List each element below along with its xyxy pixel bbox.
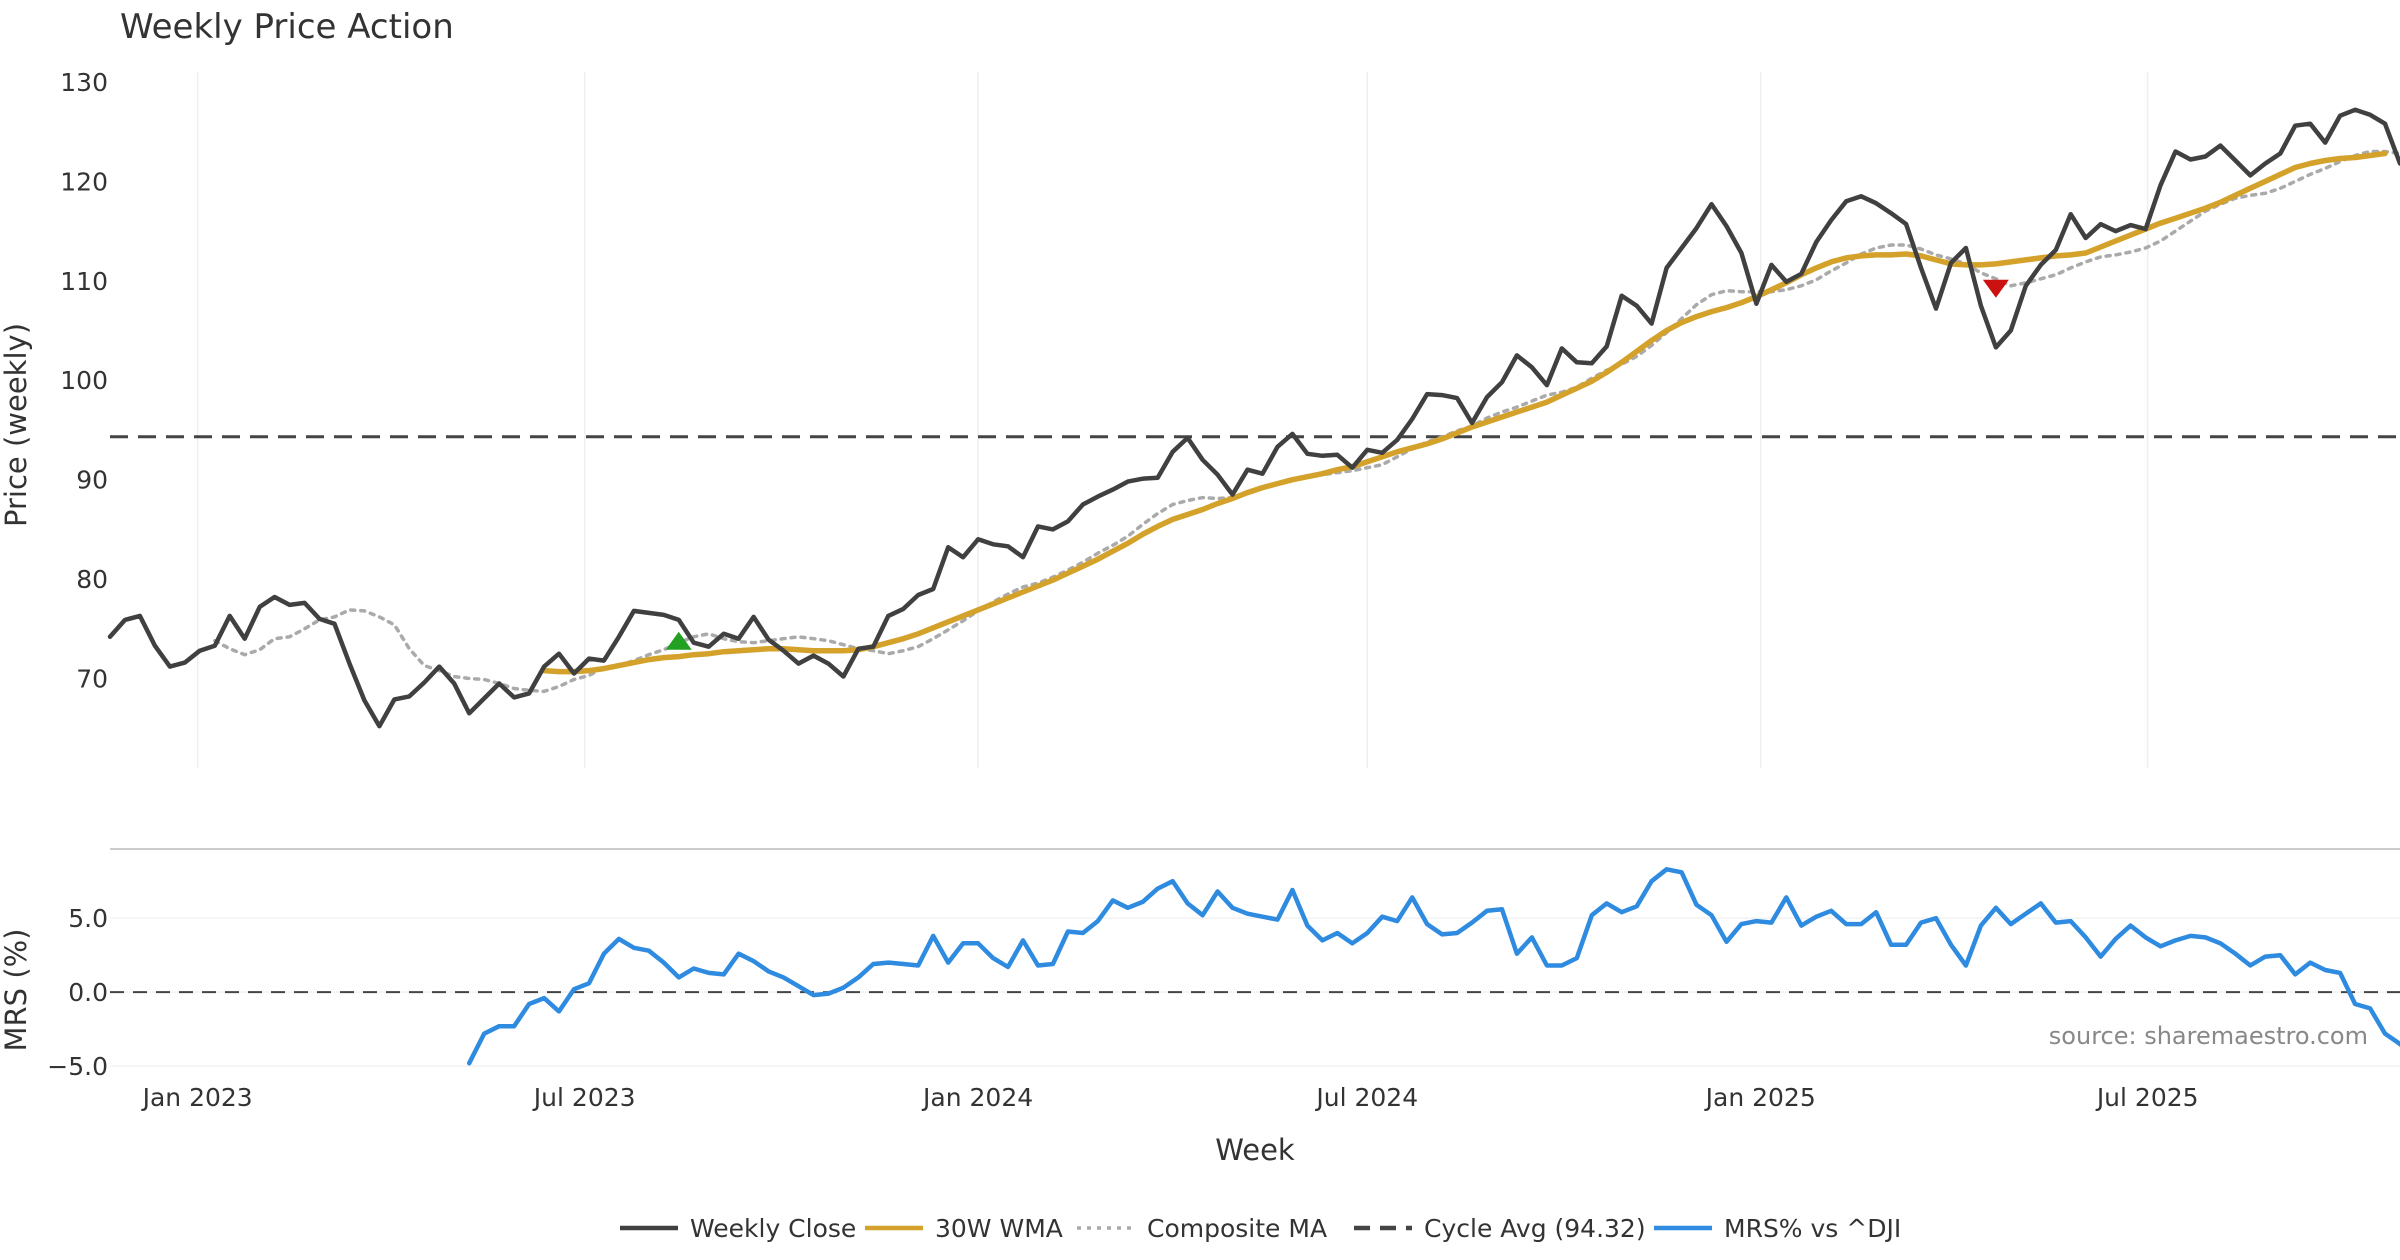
legend-item: Weekly Close (620, 1214, 856, 1243)
series-composite-ma (213, 149, 2400, 694)
x-axis-label: Week (1215, 1133, 1295, 1167)
legend-label: Weekly Close (690, 1214, 856, 1243)
series-mrs (466, 867, 2400, 1066)
mrs-y-axis-label: MRS (%) (0, 929, 33, 1052)
legend-item: Cycle Avg (94.32) (1354, 1214, 1646, 1243)
buy-signal-marker (665, 631, 692, 650)
x-tick-label: Jul 2025 (2095, 1083, 2199, 1112)
price-gridlines (196, 72, 2149, 768)
source-credit: source: sharemaestro.com (2049, 1022, 2368, 1050)
chart-title: Weekly Price Action (120, 7, 454, 47)
signal-markers (665, 279, 2009, 650)
legend-item: Composite MA (1077, 1214, 1327, 1243)
legend-label: MRS% vs ^DJI (1724, 1214, 1901, 1243)
legend-item: 30W WMA (865, 1214, 1063, 1243)
price-y-tick-label: 130 (60, 68, 108, 97)
x-tick-label: Jul 2023 (532, 1083, 636, 1112)
mrs-y-tick-label: −5.0 (47, 1052, 108, 1081)
series-weekly-close (107, 107, 2400, 729)
legend: Weekly Close 30W WMA Composite MA Cycle Avg… (620, 1214, 1901, 1243)
legend-label: Cycle Avg (94.32) (1424, 1214, 1646, 1243)
x-tick-label: Jul 2024 (1314, 1083, 1418, 1112)
sell-signal-marker (1982, 279, 2009, 298)
mrs-panel: 5.0 0.0 −5.0 MRS (%) source: sharemaestro.… (0, 867, 2400, 1081)
price-y-tick-label: 70 (76, 665, 108, 694)
price-y-tick-label: 80 (76, 565, 108, 594)
series-30w-wma (541, 150, 2388, 675)
mrs-y-tick-label: 5.0 (68, 904, 108, 933)
price-y-tick-label: 100 (60, 366, 108, 395)
price-y-axis-label: Price (weekly) (0, 323, 33, 527)
x-tick-label: Jan 2024 (921, 1083, 1033, 1112)
x-tick-label: Jan 2025 (1704, 1083, 1816, 1112)
x-axis-ticks: Jan 2023 Jul 2023 Jan 2024 Jul 2024 Jan 2025… (141, 1083, 2199, 1112)
price-y-tick-label: 90 (76, 466, 108, 495)
price-panel: 70 80 90 100 110 120 130 Price (weekly) (0, 68, 2400, 768)
mrs-y-tick-label: 0.0 (68, 978, 108, 1007)
mrs-y-ticks: 5.0 0.0 −5.0 (47, 904, 108, 1081)
legend-item: MRS% vs ^DJI (1654, 1214, 1901, 1243)
legend-label: Composite MA (1147, 1214, 1327, 1243)
price-y-ticks: 70 80 90 100 110 120 130 (60, 68, 108, 694)
legend-label: 30W WMA (935, 1214, 1063, 1243)
price-y-tick-label: 120 (60, 167, 108, 196)
price-y-tick-label: 110 (60, 267, 108, 296)
x-tick-label: Jan 2023 (141, 1083, 253, 1112)
